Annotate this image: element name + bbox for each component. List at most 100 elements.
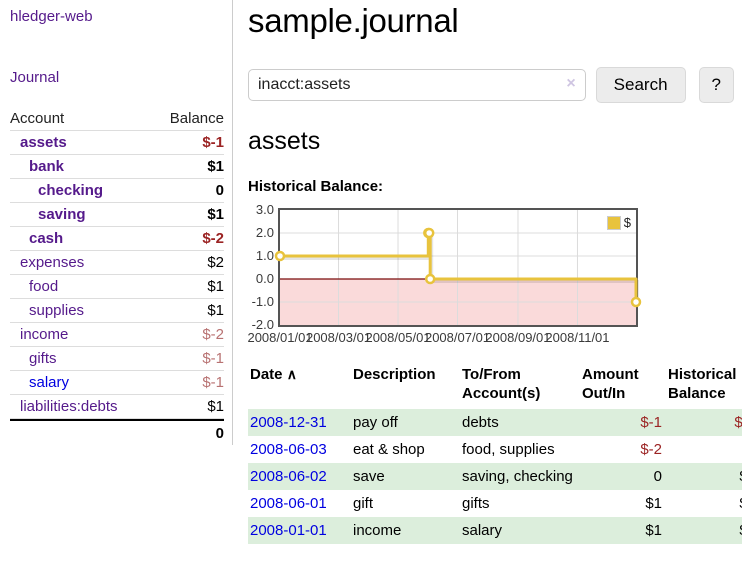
account-balance: $-1	[202, 374, 224, 391]
sort-ascending-icon: ∧	[286, 366, 297, 382]
register-cell-accounts: salary	[460, 517, 580, 544]
account-balance: $2	[207, 254, 224, 271]
register-cell-amount: 0	[580, 463, 666, 490]
search-box: ×	[248, 69, 586, 101]
accounts-total-value: 0	[215, 425, 224, 442]
register-cell-description: gift	[353, 495, 374, 512]
register-cell-amount: $1	[645, 495, 662, 512]
register-date-link[interactable]: 2008-06-01	[250, 495, 327, 512]
account-row: checking 0	[10, 179, 224, 203]
register-cell-balance: $2	[666, 463, 742, 490]
register-cell-date: 2008-12-31	[248, 409, 351, 436]
register-header-balance: Historical Balance	[668, 366, 737, 402]
register-date-link[interactable]: 2008-06-02	[250, 468, 327, 485]
sidebar-account-link-bank[interactable]: bank	[29, 158, 65, 175]
y-axis-tick-label: -1.0	[251, 294, 274, 309]
search-button[interactable]: Search	[595, 67, 686, 103]
search-bar: × Search ?	[248, 67, 734, 103]
register-cell-amount: $1	[580, 517, 666, 544]
page-title: sample.journal	[248, 2, 459, 39]
accounts-total-row: 0	[10, 419, 224, 446]
sidebar-account-link-salary[interactable]: salary	[29, 374, 70, 391]
accounts-header-balance: Balance	[169, 110, 224, 127]
legend-label: $	[623, 215, 631, 230]
register-table: Date ∧ Description To/From Account(s) Am…	[248, 363, 742, 544]
register-header-amount: Amount Out/In	[582, 366, 639, 402]
sidebar-account-link-liabilities-debts[interactable]: liabilities:debts	[20, 398, 118, 415]
y-axis-tick-label: 0.0	[255, 271, 274, 286]
chart-plot-area: $	[274, 208, 642, 327]
sidebar-item-journal[interactable]: Journal	[10, 69, 60, 86]
register-date-link[interactable]: 2008-12-31	[250, 414, 327, 431]
x-axis-tick-label: 2008/07/01	[424, 330, 491, 345]
account-row: salary $-1	[10, 371, 224, 395]
register-cell-balance: $2	[666, 490, 742, 517]
account-row: liabilities:debts $1	[10, 395, 224, 419]
sidebar-account-link-checking[interactable]: checking	[38, 182, 104, 199]
x-axis-tick-label: 2008/01/01	[247, 330, 313, 345]
register-header-accounts: To/From Account(s)	[462, 366, 541, 402]
y-axis-tick-label: 3.0	[255, 202, 274, 217]
chart-title: Historical Balance:	[248, 178, 384, 195]
sidebar-account-link-cash[interactable]: cash	[29, 230, 64, 247]
historical-balance-chart: $ 3.0 2.0 1.0 0.0 -1.0 -2.0 2008/01/01 2008/03…	[247, 202, 734, 351]
account-balance: $-1	[202, 350, 224, 367]
account-row: food $1	[10, 275, 224, 299]
account-row: income $-2	[10, 323, 224, 347]
sidebar: hledger-web Journal Account Balance asse…	[0, 0, 233, 445]
register-cell-date: 2008-06-03	[248, 436, 351, 463]
clear-search-icon[interactable]: ×	[566, 75, 576, 92]
account-heading: assets	[248, 127, 321, 155]
app-title-link[interactable]: hledger-web	[10, 8, 93, 25]
register-cell-amount: $-2	[640, 441, 662, 458]
register-cell-date: 2008-06-01	[248, 490, 351, 517]
x-axis-tick-label: 2008/05/01	[365, 330, 431, 345]
register-cell-description: eat & shop	[353, 441, 425, 458]
register-cell-balance: $-1	[666, 409, 742, 436]
register-row: 2008-06-01 gift gifts $1$2	[248, 490, 742, 517]
account-balance: $1	[207, 302, 224, 319]
register-header-description: Description	[353, 366, 436, 383]
register-cell-date: 2008-06-02	[248, 463, 351, 490]
register-cell-accounts: food, supplies	[462, 441, 555, 458]
search-input[interactable]	[248, 69, 586, 101]
sidebar-account-link-expenses[interactable]: expenses	[20, 254, 85, 271]
x-axis-tick-label: 2008/03/01	[305, 330, 372, 345]
account-balance: $1	[207, 278, 224, 295]
register-header-date[interactable]: Date ∧	[250, 366, 297, 383]
account-balance: $-2	[202, 230, 224, 247]
legend-swatch-icon	[606, 215, 621, 230]
sidebar-account-link-saving[interactable]: saving	[38, 206, 86, 223]
account-row: gifts $-1	[10, 347, 224, 371]
register-date-link[interactable]: 2008-06-03	[250, 441, 327, 458]
y-axis-tick-label: 1.0	[255, 248, 274, 263]
account-balance: $-2	[202, 326, 224, 343]
main-content: sample.journal × Search ? assets Histori…	[247, 0, 742, 544]
account-row: cash $-2	[10, 227, 224, 251]
accounts-table: Account Balance assets $-1 bank $1 checking 0…	[10, 106, 224, 446]
register-cell-accounts: gifts	[462, 495, 490, 512]
register-cell-balance: 0	[666, 436, 742, 463]
register-row: 2008-06-03 eat & shop food, supplies $-20	[248, 436, 742, 463]
register-cell-accounts: saving, checking	[460, 463, 580, 490]
y-axis-tick-label: 2.0	[255, 225, 274, 240]
account-row: assets $-1	[10, 131, 224, 155]
sidebar-account-link-food[interactable]: food	[29, 278, 59, 295]
register-cell-balance: $1	[666, 517, 742, 544]
sidebar-account-link-assets[interactable]: assets	[20, 134, 67, 151]
sidebar-account-link-supplies[interactable]: supplies	[29, 302, 85, 319]
sidebar-account-link-income[interactable]: income	[20, 326, 69, 343]
chart-legend: $	[605, 214, 632, 231]
register-date-link[interactable]: 2008-01-01	[250, 522, 327, 539]
account-row: bank $1	[10, 155, 224, 179]
account-balance: $1	[207, 206, 224, 223]
sidebar-account-link-gifts[interactable]: gifts	[29, 350, 57, 367]
help-button[interactable]: ?	[698, 67, 734, 103]
register-header-row: Date ∧ Description To/From Account(s) Am…	[248, 363, 742, 409]
account-balance: $1	[207, 158, 224, 175]
x-axis-tick-label: 2008/09/01	[485, 330, 551, 345]
register-cell-amount: $-1	[580, 409, 666, 436]
